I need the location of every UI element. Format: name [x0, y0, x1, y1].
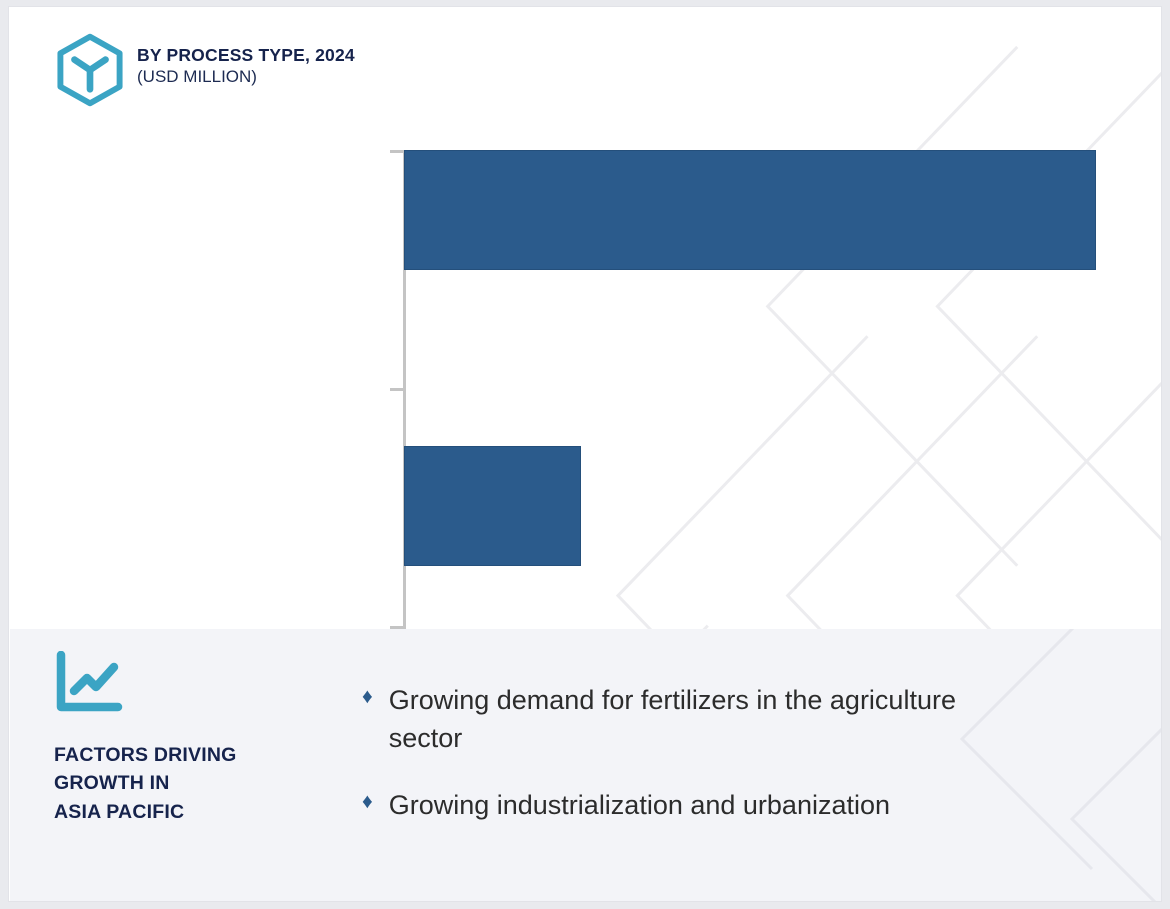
list-item: ♦ Growing industrialization and urbaniza…	[362, 786, 1122, 824]
factor-text: Growing demand for fertilizers in the ag…	[388, 685, 956, 754]
factors-heading-line-3: ASIA PACIFIC	[54, 800, 185, 823]
axis-tick-middle	[390, 388, 404, 391]
axis-tick-top	[390, 150, 404, 153]
diamond-bullet-icon: ♦	[362, 685, 373, 708]
list-item: ♦ Growing demand for fertilizers in the …	[362, 681, 1122, 758]
factors-heading-line-2: GROWTH IN	[54, 772, 170, 795]
bar-chart: Wet Process Thermal Process	[9, 135, 1161, 635]
chart-title: BY PROCESS TYPE, 2024	[137, 45, 355, 65]
factors-left-column: FACTORS DRIVING GROWTH IN ASIA PACIFIC	[54, 651, 344, 826]
diamond-bullet-icon: ♦	[362, 789, 373, 813]
header-text-block: BY PROCESS TYPE, 2024 (USD MILLION)	[137, 33, 355, 88]
infographic-card: BY PROCESS TYPE, 2024 (USD MILLION) Wet …	[8, 6, 1162, 902]
factors-heading: FACTORS DRIVING GROWTH IN ASIA PACIFIC	[54, 741, 344, 826]
factor-text: Growing industrialization and urbanizati…	[388, 789, 891, 820]
chart-subtitle: (USD MILLION)	[137, 67, 257, 87]
factors-list: ♦ Growing demand for fertilizers in the …	[362, 681, 1122, 852]
axis-tick-bottom	[390, 626, 404, 629]
factors-heading-line-1: FACTORS DRIVING	[54, 744, 237, 766]
line-chart-icon	[56, 651, 123, 712]
bar-thermal-process	[404, 446, 581, 566]
hexagon-y-logo-icon	[57, 33, 123, 107]
factors-panel: FACTORS DRIVING GROWTH IN ASIA PACIFIC ♦…	[10, 629, 1161, 901]
chart-header: BY PROCESS TYPE, 2024 (USD MILLION)	[53, 33, 355, 107]
y-axis-line	[403, 150, 406, 629]
bar-wet-process	[404, 150, 1096, 270]
